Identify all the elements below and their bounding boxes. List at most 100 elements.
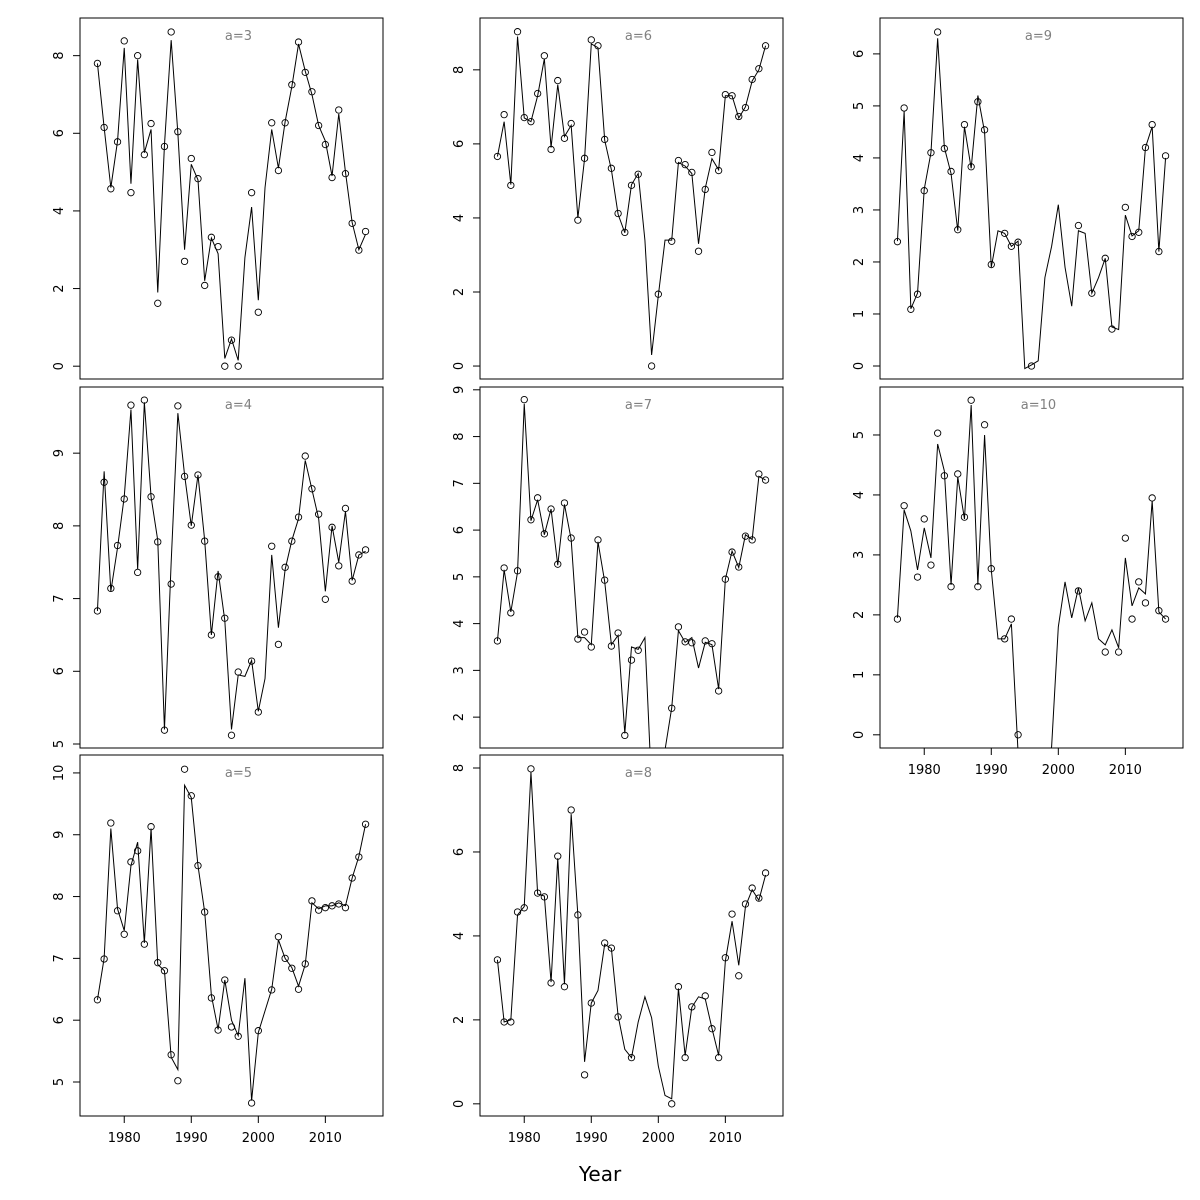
point — [493, 152, 502, 161]
point — [1027, 362, 1036, 370]
point — [735, 972, 743, 980]
y-tick-label: 1 — [852, 671, 867, 679]
x-tick-label: 1990 — [975, 763, 1008, 778]
point — [1014, 731, 1022, 739]
point — [748, 884, 756, 892]
y-tick-label: 5 — [852, 431, 867, 439]
point — [234, 362, 242, 370]
point — [634, 646, 642, 654]
y-tick-label: 4 — [452, 932, 467, 940]
y-tick-label: 7 — [52, 594, 67, 602]
panel: a=3 0 2 4 6 8 — [52, 17, 384, 380]
point — [321, 595, 329, 603]
panel-title: a=5 — [225, 766, 252, 781]
x-tick-label: 1980 — [108, 1131, 141, 1146]
point — [735, 112, 743, 121]
x-tick-label: 2000 — [642, 1131, 675, 1146]
point — [527, 765, 535, 773]
point — [281, 954, 289, 963]
point — [274, 640, 283, 649]
point — [127, 401, 135, 409]
point — [761, 476, 770, 484]
plot-area — [93, 765, 370, 1107]
y-tick-label: 0 — [852, 731, 867, 739]
panel: a=4 5 6 7 8 9 — [52, 386, 384, 749]
point — [120, 37, 128, 45]
point — [1121, 203, 1129, 211]
y-tick-label: 2 — [452, 1016, 467, 1024]
x-tick-label: 2010 — [1109, 763, 1142, 778]
point — [520, 395, 528, 404]
point — [627, 1054, 636, 1062]
series-line — [96, 40, 367, 361]
y-tick-label: 5 — [52, 740, 67, 748]
point — [167, 28, 175, 36]
point — [288, 537, 296, 545]
y-tick-label: 6 — [452, 526, 467, 534]
y-tick-label: 8 — [452, 432, 467, 440]
point — [980, 421, 989, 429]
point — [513, 28, 522, 36]
point — [614, 209, 622, 218]
y-tick-label: 5 — [852, 102, 867, 110]
panel-frame — [79, 17, 384, 380]
point — [934, 28, 942, 36]
series-line — [496, 772, 767, 1100]
x-tick-label: 1990 — [575, 1131, 608, 1146]
point — [1074, 587, 1083, 595]
point — [187, 521, 195, 529]
y-tick-label: 0 — [52, 362, 67, 370]
point — [221, 362, 229, 370]
point — [554, 76, 562, 85]
point — [1007, 615, 1016, 623]
point — [120, 930, 128, 938]
x-axis-label: Year — [578, 1162, 622, 1186]
panel-title: a=10 — [1021, 398, 1056, 413]
point — [1114, 648, 1123, 656]
panel: a=9 0 1 2 3 4 5 6 — [852, 17, 1184, 380]
point — [348, 874, 356, 882]
point — [587, 36, 595, 44]
point — [314, 906, 323, 914]
point — [180, 765, 189, 773]
point — [361, 546, 370, 554]
y-tick-label: 8 — [52, 522, 67, 530]
x-tick-label: 2010 — [309, 1131, 342, 1146]
point — [254, 308, 262, 316]
point — [288, 964, 296, 972]
point — [580, 628, 589, 636]
panel-title: a=3 — [225, 29, 252, 44]
point — [967, 396, 975, 404]
point — [154, 299, 162, 307]
y-tick-label: 8 — [52, 52, 67, 60]
point — [728, 910, 736, 918]
y-tick-label: 4 — [452, 619, 467, 627]
point — [335, 106, 343, 114]
y-tick-label: 9 — [52, 831, 67, 839]
panel: a=6 0 2 4 6 8 — [452, 17, 784, 380]
point — [1128, 232, 1136, 241]
point — [1007, 242, 1016, 251]
y-tick-label: 6 — [52, 667, 67, 675]
y-tick-label: 7 — [52, 954, 67, 962]
series-line — [496, 403, 766, 748]
point — [694, 247, 703, 255]
point — [735, 563, 743, 571]
point — [627, 656, 636, 664]
plot-area — [493, 395, 770, 748]
point — [167, 580, 175, 588]
y-tick-label: 2 — [52, 284, 67, 292]
y-tick-label: 2 — [452, 288, 467, 296]
point — [913, 573, 922, 581]
x-tick-label: 1980 — [908, 763, 941, 778]
y-tick-label: 8 — [452, 66, 467, 74]
y-tick-label: 4 — [852, 491, 867, 499]
y-tick-label: 6 — [452, 848, 467, 856]
point — [134, 52, 142, 60]
plot-area — [893, 396, 1170, 748]
point — [314, 121, 323, 130]
point — [934, 429, 942, 437]
point — [580, 1071, 589, 1079]
point — [355, 246, 363, 254]
